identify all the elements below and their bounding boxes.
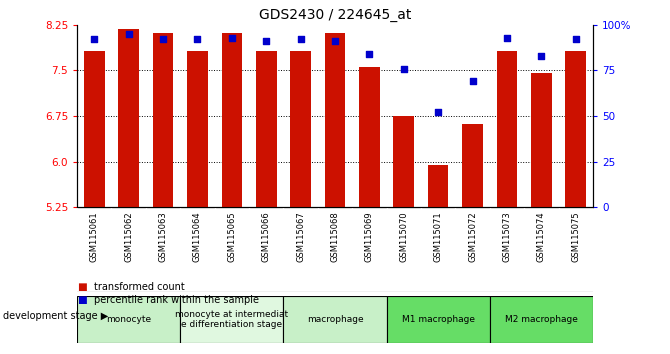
Bar	[256, 51, 277, 207]
Bar	[290, 51, 311, 207]
Point	[192, 36, 203, 42]
Text: monocyte at intermediat
e differentiation stage: monocyte at intermediat e differentiatio…	[176, 310, 288, 329]
Bar	[77, 296, 180, 343]
Text: GSM115064: GSM115064	[193, 211, 202, 262]
Text: M1 macrophage: M1 macrophage	[402, 315, 474, 324]
Text: GSM115074: GSM115074	[537, 211, 546, 262]
Point	[330, 38, 340, 44]
Text: GSM115065: GSM115065	[227, 211, 237, 262]
Text: GSM115061: GSM115061	[90, 211, 98, 262]
Point	[123, 31, 134, 37]
Text: GSM115070: GSM115070	[399, 211, 408, 262]
Bar	[490, 296, 593, 343]
Point	[433, 109, 444, 115]
Bar	[428, 165, 448, 207]
Point	[89, 36, 100, 42]
Text: percentile rank within the sample: percentile rank within the sample	[94, 295, 259, 305]
Text: transformed count: transformed count	[94, 282, 184, 292]
Point	[570, 36, 581, 42]
Bar	[387, 296, 490, 343]
Bar	[531, 73, 551, 207]
Bar	[153, 33, 174, 207]
Bar	[359, 67, 380, 207]
Text: GSM115067: GSM115067	[296, 211, 305, 262]
Point	[467, 79, 478, 84]
Text: GSM115071: GSM115071	[433, 211, 443, 262]
Text: development stage ▶: development stage ▶	[3, 311, 109, 321]
Text: GSM115073: GSM115073	[502, 211, 511, 262]
Bar	[180, 296, 283, 343]
Point	[399, 66, 409, 72]
Point	[364, 51, 375, 57]
Text: GSM115072: GSM115072	[468, 211, 477, 262]
Title: GDS2430 / 224645_at: GDS2430 / 224645_at	[259, 8, 411, 22]
Bar	[84, 51, 105, 207]
Point	[157, 36, 168, 42]
Bar	[325, 33, 345, 207]
Point	[226, 35, 237, 40]
Bar	[565, 51, 586, 207]
Bar	[462, 124, 483, 207]
Point	[261, 38, 271, 44]
Text: monocyte: monocyte	[106, 315, 151, 324]
Bar	[119, 29, 139, 207]
Text: GSM115069: GSM115069	[365, 211, 374, 262]
Point	[502, 35, 513, 40]
Text: macrophage: macrophage	[307, 315, 363, 324]
Text: GSM115075: GSM115075	[572, 211, 580, 262]
Bar	[222, 33, 242, 207]
Text: M2 macrophage: M2 macrophage	[505, 315, 578, 324]
Bar	[187, 51, 208, 207]
Bar	[393, 116, 414, 207]
Point	[295, 36, 306, 42]
Text: ■: ■	[77, 282, 87, 292]
Text: GSM115066: GSM115066	[262, 211, 271, 262]
Bar	[283, 296, 387, 343]
Text: GSM115062: GSM115062	[124, 211, 133, 262]
Text: GSM115063: GSM115063	[159, 211, 168, 262]
Text: GSM115068: GSM115068	[330, 211, 340, 262]
Bar	[496, 51, 517, 207]
Point	[536, 53, 547, 59]
Text: ■: ■	[77, 295, 87, 305]
